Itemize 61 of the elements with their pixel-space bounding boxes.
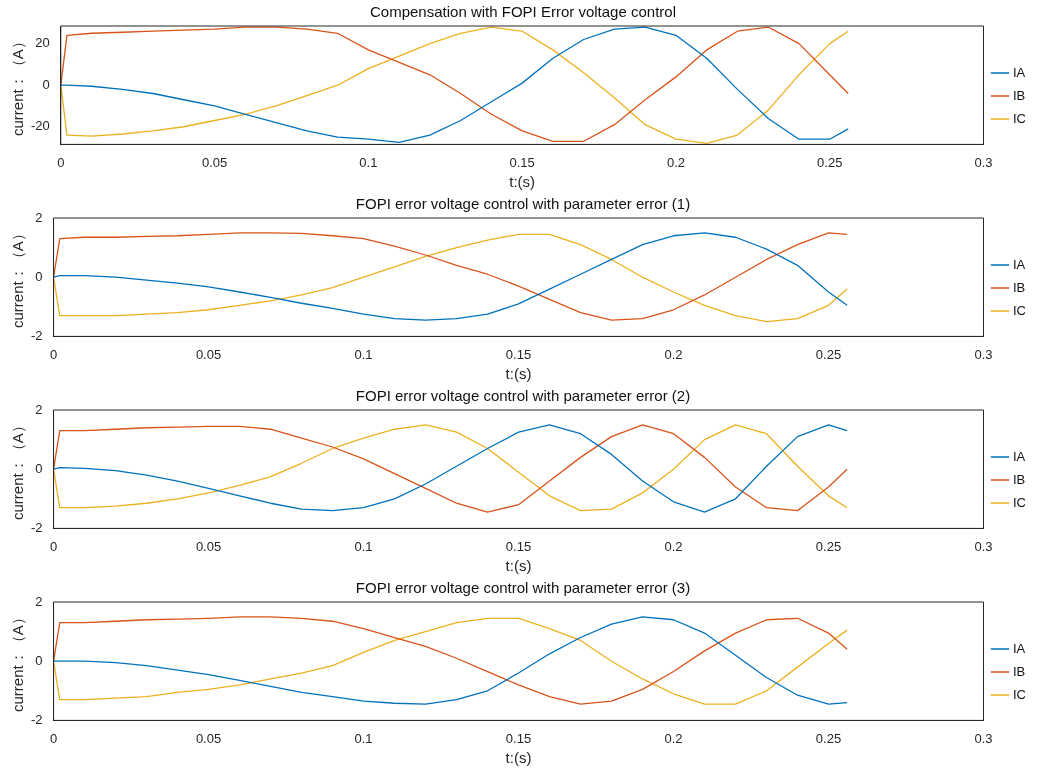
legend-label: IA <box>1013 640 1026 656</box>
y-tick-label: -2 <box>31 711 43 727</box>
x-tick-label: 0.05 <box>195 730 222 746</box>
x-axis-title: t:(s) <box>505 365 532 383</box>
x-tick-label: 0.15 <box>505 346 532 362</box>
y-tick-label: -2 <box>31 519 43 535</box>
legend-label: IC <box>1013 110 1026 126</box>
x-tick-label: 0.2 <box>664 346 683 362</box>
x-tick-label: 0.1 <box>359 154 378 170</box>
x-tick-label: 0.2 <box>666 154 685 170</box>
legend-label: IC <box>1013 686 1026 702</box>
chart-title: FOPI error voltage control with parameter error (2) <box>355 387 691 405</box>
x-tick-label: 0.2 <box>664 730 683 746</box>
x-tick-label: 0.3 <box>974 538 993 554</box>
legend-label: IB <box>1013 663 1026 679</box>
legend-label: IA <box>1013 64 1026 80</box>
y-tick-label: 2 <box>35 593 43 609</box>
x-tick-label: 0.3 <box>974 346 993 362</box>
x-tick-label: 0.3 <box>974 730 993 746</box>
x-tick-label: 0.15 <box>505 538 532 554</box>
x-tick-label: 0.25 <box>815 538 842 554</box>
legend-label: IC <box>1013 494 1026 510</box>
x-tick-label: 0.25 <box>815 730 842 746</box>
x-tick-label: 0.15 <box>505 730 532 746</box>
y-tick-label: 0 <box>42 76 50 92</box>
x-axis-title: t:(s) <box>505 557 532 575</box>
y-axis-title: current：（A） <box>9 418 27 521</box>
x-tick-label: 0.05 <box>195 346 222 362</box>
y-axis-title: current：（A） <box>9 34 27 137</box>
x-axis-title: t:(s) <box>509 173 536 191</box>
x-tick-label: 0.05 <box>195 538 222 554</box>
x-tick-label: 0.25 <box>815 346 842 362</box>
x-axis-title: t:(s) <box>505 749 532 767</box>
x-tick-label: 0.05 <box>201 154 228 170</box>
x-tick-label: 0.1 <box>354 346 373 362</box>
x-tick-label: 0.3 <box>974 154 993 170</box>
chart-title: FOPI error voltage control with parameter error (1) <box>355 195 691 213</box>
legend-label: IC <box>1013 302 1026 318</box>
x-tick-label: 0.1 <box>354 730 373 746</box>
chart-title: Compensation with FOPI Error voltage control <box>370 3 676 21</box>
x-tick-label: 0.2 <box>664 538 683 554</box>
legend-label: IB <box>1013 87 1026 103</box>
y-tick-label: 0 <box>35 268 43 284</box>
legend-label: IB <box>1013 471 1026 487</box>
x-tick-label: 0.25 <box>817 154 843 170</box>
legend-label: IA <box>1013 448 1026 464</box>
y-tick-label: 20 <box>35 35 50 51</box>
y-tick-label: 2 <box>35 401 43 417</box>
y-tick-label: 0 <box>35 652 43 668</box>
x-tick-label: 0.15 <box>509 154 535 170</box>
y-tick-label: 0 <box>35 460 43 476</box>
y-tick-label: 2 <box>35 209 43 225</box>
legend-label: IB <box>1013 279 1026 295</box>
y-axis-title: current：（A） <box>9 610 27 713</box>
x-tick-label: 0.1 <box>354 538 373 554</box>
y-tick-label: -2 <box>31 327 43 343</box>
x-tick-label: 0 <box>57 154 65 170</box>
chart-title: FOPI error voltage control with parameter error (3) <box>355 579 691 597</box>
y-tick-label: -20 <box>30 118 50 134</box>
y-axis-title: current：（A） <box>9 226 27 329</box>
legend-label: IA <box>1013 256 1026 272</box>
